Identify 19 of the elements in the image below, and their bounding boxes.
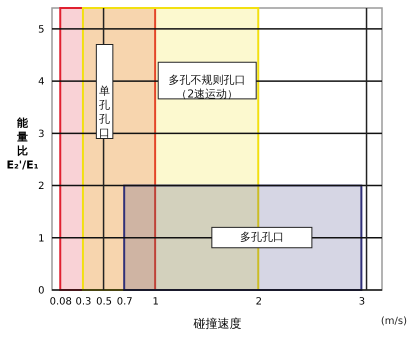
x-tick-label: 1 xyxy=(152,296,159,308)
x-tick-label: 0.08 xyxy=(50,296,72,308)
y-tick-label: 5 xyxy=(38,24,44,36)
y-axis-title: 能量比 E₂'/E₁ xyxy=(6,116,39,172)
y-tick-label: 0 xyxy=(38,286,44,296)
y-tick-label: 4 xyxy=(38,76,44,88)
series-label: 单孔孔口 xyxy=(99,84,110,140)
x-tick-label: 2 xyxy=(256,296,262,308)
y-tick-label: 3 xyxy=(38,128,44,140)
x-tick-label: 0.5 xyxy=(96,296,112,308)
x-tick-label: 0.7 xyxy=(116,296,133,308)
x-tick-label: 0.3 xyxy=(75,296,92,308)
series-label: 多孔不规则孔口（2速运动） xyxy=(168,74,246,101)
series-label: 多孔孔口 xyxy=(240,230,284,244)
y-tick-label: 2 xyxy=(38,181,44,192)
text: (m/s) xyxy=(380,316,408,327)
x-tick-label: 3 xyxy=(358,296,366,308)
y-tick-label: 1 xyxy=(38,233,44,244)
x-axis-title: 碰撞速度 xyxy=(192,316,242,330)
